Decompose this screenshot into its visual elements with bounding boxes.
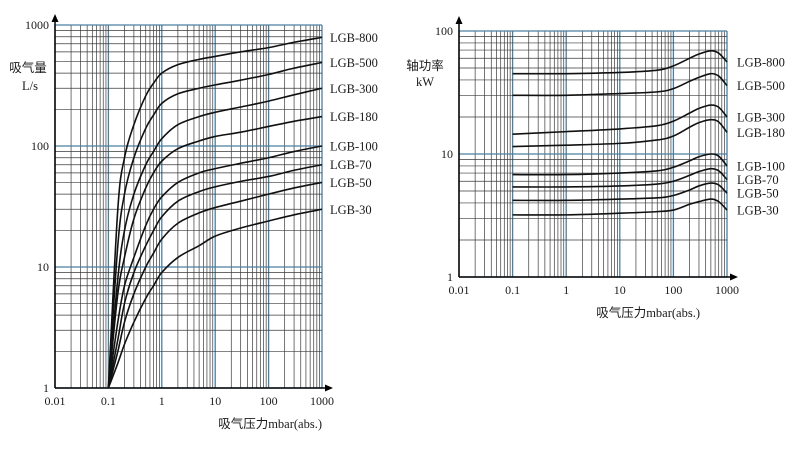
y-tick-label: 100	[435, 24, 453, 38]
x-tick-label: 10	[209, 394, 221, 408]
series-line-lgb-50	[512, 182, 728, 202]
y-tick-label: 1	[43, 381, 49, 395]
x-tick-label: 0.1	[505, 283, 520, 297]
series-line-lgb-300	[107, 87, 323, 389]
x-tick-label: 0.01	[449, 283, 470, 297]
series-label-lgb-30: LGB-30	[737, 204, 779, 218]
x-tick-label: 0.01	[45, 394, 66, 408]
series-label-lgb-800: LGB-800	[737, 55, 785, 69]
series-line-lgb-180	[107, 115, 323, 389]
x-tick-label: 100	[260, 394, 278, 408]
x-axis-arrow	[325, 384, 333, 392]
y-axis-arrow	[455, 16, 463, 24]
series-label-lgb-70: LGB-70	[737, 173, 779, 187]
series-line-lgb-500	[512, 72, 728, 97]
series-label-lgb-180: LGB-180	[330, 110, 378, 124]
x-tick-label: 10	[614, 283, 626, 297]
series-label-lgb-30: LGB-30	[330, 203, 372, 217]
series-label-lgb-500: LGB-500	[737, 79, 785, 93]
x-axis-label: 吸气压力mbar(abs.)	[596, 305, 700, 320]
series-line-lgb-70	[107, 163, 323, 389]
y-axis-unit: kW	[416, 75, 434, 89]
y-axis-unit: L/s	[22, 79, 38, 93]
series-line-lgb-500	[107, 61, 323, 389]
series-label-lgb-180: LGB-180	[737, 126, 785, 140]
series-line-lgb-30	[107, 208, 323, 389]
series-group: LGB-800 LGB-500 LGB-300 LGB-180 LGB-100 LGB-7…	[107, 31, 378, 389]
x-tick-label: 1	[563, 283, 569, 297]
series-line-lgb-180	[512, 118, 728, 148]
x-axis-arrow	[730, 273, 738, 281]
series-label-lgb-50: LGB-50	[330, 176, 372, 190]
series-label-lgb-800: LGB-800	[330, 31, 378, 45]
series-line-lgb-100	[107, 145, 323, 389]
series-line-lgb-30	[512, 198, 728, 216]
series-line-lgb-300	[512, 104, 728, 135]
series-line-lgb-70	[512, 167, 728, 188]
x-tick-label: 0.1	[101, 394, 116, 408]
series-line-lgb-800	[107, 36, 323, 389]
x-tick-label: 1	[159, 394, 165, 408]
y-axis-label: 吸气量	[9, 60, 47, 75]
series-label-lgb-100: LGB-100	[330, 140, 378, 154]
chart-panel-1: 0.01 0.1 1 10 100 1000 1 10 100 1000 吸气量 L/s 吸气压力mba…	[9, 14, 378, 431]
series-label-lgb-500: LGB-500	[330, 56, 378, 70]
y-axis-label: 轴功率	[406, 58, 444, 73]
y-tick-label: 1000	[25, 18, 49, 32]
chart-panel-2: 0.01 0.1 1 10 100 1000 1 10 100 轴功率 kW 吸气压力mbar(abs…	[406, 16, 785, 320]
series-label-lgb-70: LGB-70	[330, 158, 372, 172]
series-label-lgb-100: LGB-100	[737, 159, 785, 173]
series-line-lgb-800	[512, 50, 728, 75]
series-group: LGB-800 LGB-500 LGB-300 LGB-180 LGB-100LGB-7…	[512, 50, 785, 218]
series-line-lgb-100	[512, 153, 728, 176]
x-tick-label: 100	[664, 283, 682, 297]
y-tick-label: 100	[31, 139, 49, 153]
grid	[54, 24, 323, 389]
series-label-lgb-300: LGB-300	[737, 110, 785, 124]
series-label-lgb-50: LGB-50	[737, 187, 779, 201]
y-axis-arrow	[51, 14, 59, 22]
x-tick-label: 1000	[310, 394, 334, 408]
x-axis-label: 吸气压力mbar(abs.)	[218, 416, 322, 431]
y-tick-label: 1	[447, 270, 453, 284]
y-tick-label: 10	[37, 260, 49, 274]
x-tick-label: 1000	[715, 283, 739, 297]
y-tick-label: 10	[441, 147, 453, 161]
series-line-lgb-50	[107, 181, 323, 389]
grid	[458, 30, 728, 278]
series-label-lgb-300: LGB-300	[330, 82, 378, 96]
